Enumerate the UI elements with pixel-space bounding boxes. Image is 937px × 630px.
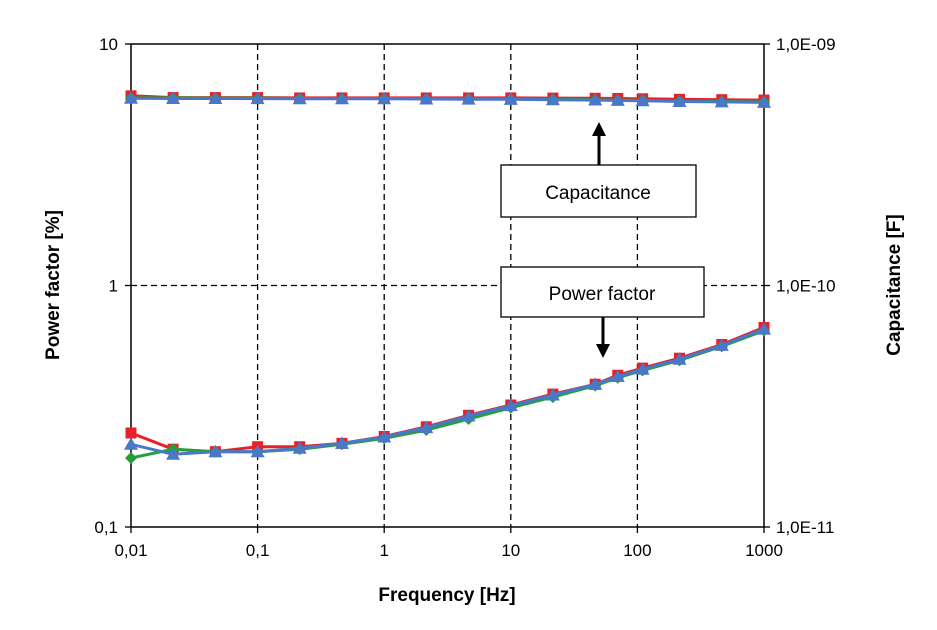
tick-labels: 0,01 0,1 1 10 100 1000 0,1 1 10 1,0E-11 1,0E-10 1,0… <box>94 35 835 560</box>
data-point-triangle <box>377 429 392 443</box>
capacitance-arrow-head <box>592 122 606 136</box>
data-point-triangle <box>757 95 771 108</box>
data-point-diamond <box>125 452 137 465</box>
data-point-triangle <box>672 94 687 107</box>
data-point-triangle <box>588 377 603 390</box>
data-point-triangle <box>714 338 729 351</box>
data-point-triangle <box>503 92 518 105</box>
x-tick-label: 1 <box>379 541 388 560</box>
data-point-triangle <box>208 444 223 458</box>
capacitance-annotation-box <box>500 164 697 218</box>
x-tick-label: 10 <box>501 541 520 560</box>
y2-tick-label: 1,0E-11 <box>776 518 834 537</box>
data-point-triangle <box>672 352 687 365</box>
data-point-triangle <box>635 93 650 107</box>
series-power-factor-triangle <box>124 322 771 460</box>
data-point-triangle <box>166 447 181 460</box>
data-point-triangle <box>503 398 518 412</box>
y2-tick-label: 1,0E-09 <box>776 35 836 54</box>
y-axis-title: Power factor [%] <box>43 210 64 360</box>
capacitance-annotation-label: Capacitance <box>545 183 651 204</box>
power-factor-annotation: Power factor <box>500 266 705 358</box>
y-tick-label: 1 <box>109 277 118 296</box>
series-power-factor-diamond <box>125 324 770 465</box>
data-point-triangle <box>545 92 560 106</box>
data-point-triangle <box>292 91 307 105</box>
capacitance-annotation: Capacitance <box>500 122 697 218</box>
y-tick-label: 10 <box>99 35 118 54</box>
x-tick-label: 0,1 <box>246 541 270 560</box>
data-point-triangle <box>208 91 223 104</box>
power-factor-annotation-label: Power factor <box>549 284 656 305</box>
data-point-triangle <box>461 409 476 422</box>
power-factor-arrow-head <box>596 344 610 358</box>
data-point-triangle <box>124 91 138 104</box>
series-power-factor-square <box>125 322 770 458</box>
data-point-triangle <box>714 94 729 108</box>
data-point-triangle <box>461 92 476 105</box>
x-tick-label: 1000 <box>745 541 783 560</box>
data-point-triangle <box>610 93 625 106</box>
data-point-triangle <box>166 91 181 104</box>
series-capacitance-triangle <box>124 91 771 108</box>
series-line <box>130 326 765 454</box>
y2-axis-title: Capacitance [F] <box>884 214 905 355</box>
data-point-triangle <box>124 437 138 450</box>
data-point-triangle <box>588 93 603 106</box>
series-line <box>130 327 765 456</box>
data-point-triangle <box>419 91 434 105</box>
data-point-triangle <box>757 322 771 335</box>
data-point-triangle <box>610 369 625 382</box>
x-tick-label: 100 <box>623 541 651 560</box>
data-point-triangle <box>419 420 434 434</box>
data-point-triangle <box>545 388 560 401</box>
series-layer <box>124 90 771 465</box>
series-line <box>130 329 765 460</box>
y-tick-label: 0,1 <box>94 518 118 537</box>
x-tick-label: 0,01 <box>114 541 147 560</box>
data-point-triangle <box>334 91 349 105</box>
data-point-triangle <box>334 436 349 449</box>
data-point-triangle <box>250 444 265 458</box>
x-axis-title: Frequency [Hz] <box>378 585 515 606</box>
y2-tick-label: 1,0E-10 <box>776 277 836 296</box>
data-point-triangle <box>377 91 392 105</box>
data-point-square <box>125 427 137 439</box>
data-point-triangle <box>292 441 307 454</box>
data-point-triangle <box>250 91 265 105</box>
data-point-triangle <box>635 362 650 375</box>
